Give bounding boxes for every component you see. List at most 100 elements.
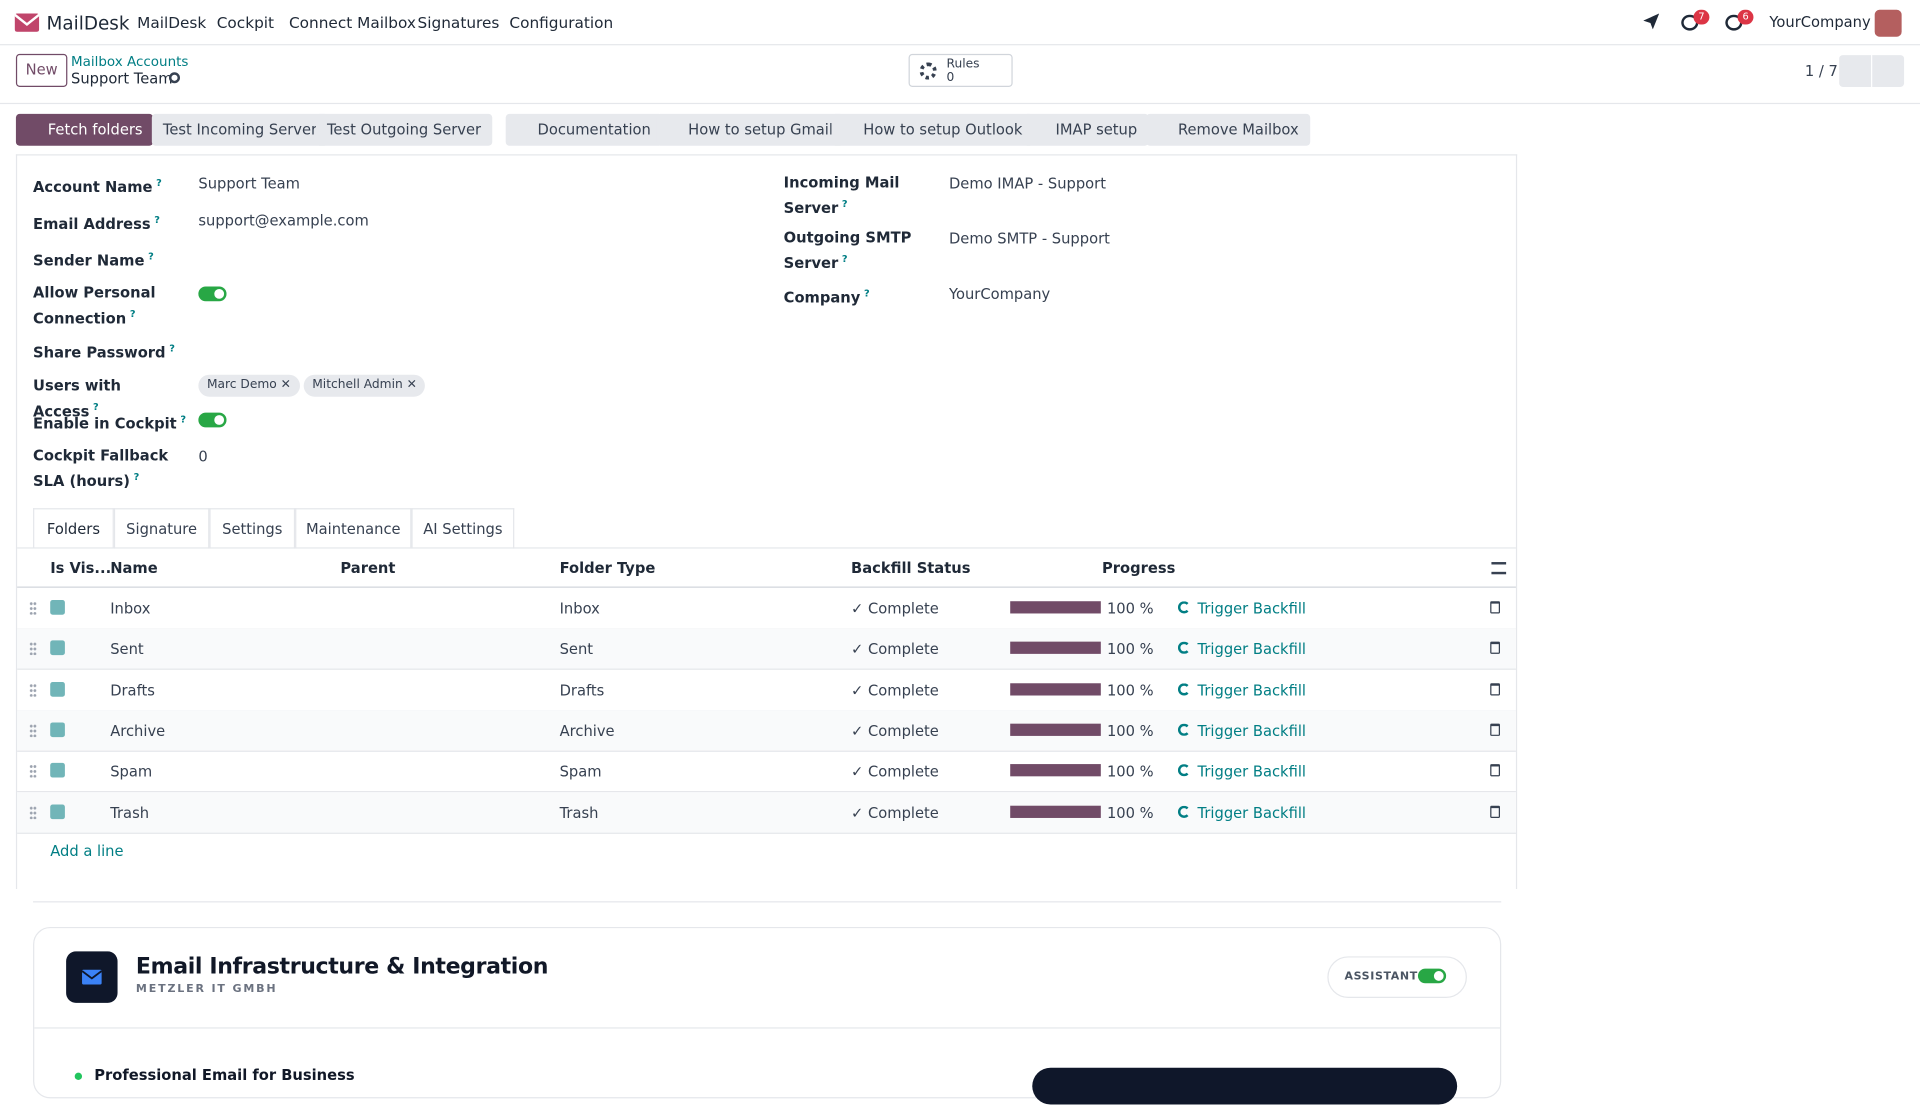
drag-handle[interactable] xyxy=(29,805,37,819)
column-header[interactable]: Backfill Status xyxy=(851,559,971,577)
column-header[interactable]: Folder Type xyxy=(559,559,656,577)
help-mark[interactable]: ? xyxy=(92,401,99,413)
delete-icon[interactable] xyxy=(1490,601,1501,614)
checkbox[interactable] xyxy=(50,640,65,656)
column-header[interactable]: Progress xyxy=(1102,559,1176,577)
folder-type: Archive xyxy=(559,722,615,740)
trigger-backfill[interactable]: Trigger Backfill xyxy=(1197,803,1306,822)
checkbox[interactable] xyxy=(50,722,65,738)
field-label: Users with Access? xyxy=(33,376,186,423)
tab[interactable]: Signature xyxy=(113,508,210,549)
action-button[interactable]: IMAP setup xyxy=(1023,113,1149,146)
column-header[interactable]: Name xyxy=(110,559,158,577)
tab[interactable]: Maintenance xyxy=(295,508,412,549)
help-mark[interactable]: ? xyxy=(129,308,136,320)
help-mark[interactable]: ? xyxy=(133,471,140,483)
column-settings[interactable] xyxy=(1491,562,1507,575)
button-label: Remove Mailbox xyxy=(1177,121,1299,139)
drag-handle[interactable] xyxy=(29,723,37,738)
assistant-pill[interactable]: ASSISTANT xyxy=(1327,956,1467,998)
menu-item[interactable]: Cockpit xyxy=(216,13,275,32)
action-button[interactable]: How to setup Gmail xyxy=(656,113,844,146)
tag-remove[interactable]: ✕ xyxy=(276,378,291,392)
delete-icon[interactable] xyxy=(1490,682,1501,696)
checkbox[interactable] xyxy=(50,803,65,819)
field-value[interactable]: 0 xyxy=(198,448,208,466)
drag-handle[interactable] xyxy=(29,764,37,778)
refresh-icon xyxy=(1177,723,1191,736)
tab[interactable]: AI Settings xyxy=(411,508,515,549)
avatar[interactable] xyxy=(1874,9,1902,37)
delete-icon[interactable] xyxy=(1490,764,1501,777)
help-mark[interactable]: ? xyxy=(180,413,187,425)
breadcrumb[interactable]: Mailbox Accounts xyxy=(71,53,189,70)
label-text: Account Name xyxy=(33,178,153,196)
folder-name: Inbox xyxy=(110,600,151,618)
checkbox[interactable] xyxy=(50,600,65,615)
refresh-icon xyxy=(1177,805,1191,818)
menu-item[interactable]: Signatures xyxy=(417,13,500,32)
trigger-backfill[interactable]: Trigger Backfill xyxy=(1197,681,1306,699)
tab[interactable]: Folders xyxy=(33,508,114,549)
badge: 6 xyxy=(1737,9,1754,25)
new-button[interactable]: New xyxy=(15,53,68,87)
rules-icon xyxy=(919,62,937,80)
help-mark[interactable]: ? xyxy=(841,198,848,210)
field-value[interactable]: Support Team xyxy=(198,175,300,193)
action-button[interactable]: How to setup Outlook xyxy=(831,113,1034,146)
help-mark[interactable]: ? xyxy=(156,177,162,189)
pager-next[interactable] xyxy=(1872,55,1905,87)
company[interactable]: YourCompany xyxy=(1769,13,1871,31)
tag-remove[interactable]: ✕ xyxy=(402,378,417,392)
backfill-status: ✓ Complete xyxy=(851,722,939,740)
help-mark[interactable]: ? xyxy=(154,214,160,226)
action-button[interactable]: Fetch folders xyxy=(15,113,154,146)
drag-handle[interactable] xyxy=(29,641,37,656)
drag-handle[interactable] xyxy=(29,601,37,615)
help-mark[interactable]: ? xyxy=(169,342,175,354)
toggle[interactable] xyxy=(1417,968,1447,984)
field-value[interactable]: Demo SMTP - Support xyxy=(948,230,1110,248)
field-value[interactable]: YourCompany xyxy=(948,285,1051,303)
trigger-backfill[interactable]: Trigger Backfill xyxy=(1197,600,1306,618)
help-mark[interactable]: ? xyxy=(841,253,848,265)
delete-icon[interactable] xyxy=(1490,805,1501,818)
logo xyxy=(14,13,40,32)
field-value[interactable]: Demo IMAP - Support xyxy=(948,175,1106,193)
action-button[interactable]: Test Incoming Server xyxy=(151,113,329,146)
gear[interactable] xyxy=(168,72,181,84)
drag-handle[interactable] xyxy=(29,682,37,697)
menu-item[interactable]: Connect Mailbox xyxy=(288,13,416,32)
menu-item[interactable]: MailDesk xyxy=(137,13,207,32)
tab[interactable]: Settings xyxy=(209,508,296,549)
delete-icon[interactable] xyxy=(1490,723,1501,736)
help-mark[interactable]: ? xyxy=(864,287,870,299)
checkbox[interactable] xyxy=(50,681,65,697)
brand[interactable]: MailDesk xyxy=(46,12,130,35)
trigger-backfill[interactable]: Trigger Backfill xyxy=(1197,763,1306,781)
progress-label: 100 % xyxy=(1106,763,1154,781)
column-header[interactable]: Parent xyxy=(340,559,396,577)
progress-bar xyxy=(1010,764,1101,777)
backfill-status: ✓ Complete xyxy=(851,681,939,699)
field-label: Allow Personal Connection? xyxy=(33,283,186,330)
action-button[interactable]: Documentation xyxy=(505,113,662,146)
delete-icon[interactable] xyxy=(1490,641,1501,655)
checkbox[interactable] xyxy=(50,763,65,778)
add-line[interactable]: Add a line xyxy=(50,842,124,860)
field-value[interactable]: support@example.com xyxy=(198,211,369,229)
help-mark[interactable]: ? xyxy=(148,251,154,263)
action-button[interactable]: Test Outgoing Server xyxy=(315,113,493,146)
refresh-icon xyxy=(1177,641,1191,655)
column-header[interactable]: Is Vis... xyxy=(50,559,112,577)
toggle[interactable] xyxy=(198,286,227,302)
trigger-backfill[interactable]: Trigger Backfill xyxy=(1197,640,1306,658)
pager-prev[interactable] xyxy=(1839,55,1872,87)
toggle[interactable] xyxy=(198,412,227,428)
trigger-backfill[interactable]: Trigger Backfill xyxy=(1197,722,1306,740)
action-button[interactable]: Remove Mailbox xyxy=(1146,113,1310,146)
table-row xyxy=(17,628,1516,671)
menu-item[interactable]: Configuration xyxy=(509,13,614,32)
refresh-icon xyxy=(1177,764,1191,777)
rules-button[interactable]: Rules 0 xyxy=(908,53,1013,87)
